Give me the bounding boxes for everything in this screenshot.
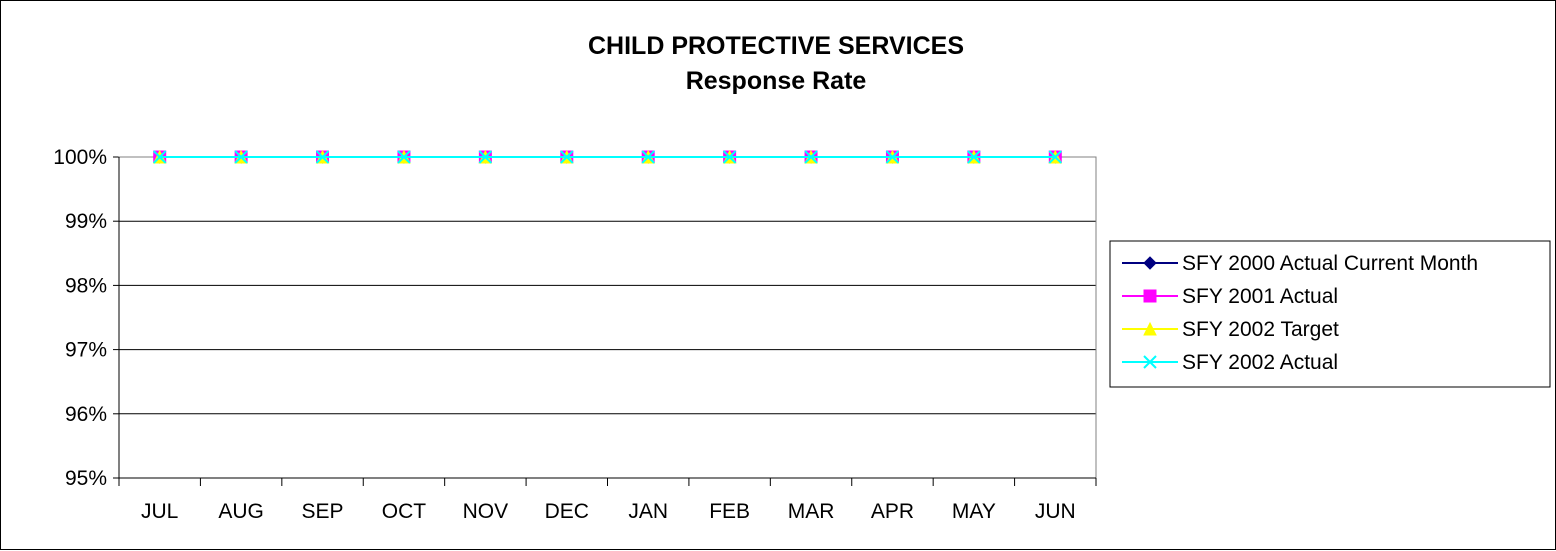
y-tick-label: 97% (65, 339, 107, 362)
x-tick-label: APR (871, 500, 914, 523)
x-tick-label: OCT (382, 500, 427, 523)
data-point-series-4-stroke (885, 150, 900, 164)
legend-marker (1143, 289, 1157, 303)
x-tick-label: SEP (302, 500, 344, 523)
data-point-series-4-stroke (1048, 150, 1062, 164)
legend-entry-label: SFY 2001 Actual (1182, 285, 1338, 308)
plot-area: 100% 99% 98% 97% 96% 95% JUL AUG SEP OCT NOV DEC JAN… (53, 146, 1097, 523)
data-point-series-4 (153, 150, 167, 164)
data-point-series-4-stroke (153, 150, 167, 164)
data-point-series-4 (804, 150, 818, 164)
data-point-series-4 (641, 150, 655, 164)
chart-subtitle: Response Rate (686, 67, 867, 95)
x-tick-label: FEB (709, 500, 750, 523)
legend: SFY 2000 Actual Current Month SFY 2001 Ac… (1109, 240, 1551, 388)
legend-marker (1143, 321, 1157, 336)
x-tick-label: JAN (628, 500, 668, 523)
legend-marker (1143, 256, 1157, 270)
data-point-series-4-stroke (315, 150, 330, 164)
data-point-series-4 (560, 150, 574, 164)
data-point-series-4 (397, 150, 411, 164)
data-point-series-4-stroke (397, 150, 411, 164)
x-tick-label: AUG (218, 500, 264, 523)
data-point-series-4 (234, 150, 248, 164)
x-tick-label: MAY (952, 500, 996, 523)
legend-box (1109, 240, 1551, 388)
data-point-series-4-stroke (967, 150, 981, 164)
data-point-series-4 (885, 150, 900, 164)
y-tick-label: 98% (65, 274, 107, 297)
legend-entry-label: SFY 2000 Actual Current Month (1182, 252, 1478, 275)
data-point-series-4 (315, 150, 330, 164)
data-point-series-4-stroke (804, 150, 818, 164)
data-point-series-4 (722, 150, 737, 164)
legend-marker (1143, 355, 1157, 369)
legend-entry-label: SFY 2002 Actual (1182, 351, 1338, 374)
legend-marker-stroke (1143, 355, 1157, 369)
x-tick-label: DEC (545, 500, 589, 523)
y-tick-label: 96% (65, 403, 107, 426)
data-point-series-4 (967, 150, 981, 164)
legend-entry-label: SFY 2002 Target (1182, 318, 1339, 341)
data-point-series-4 (1048, 150, 1062, 164)
data-point-series-4 (478, 150, 493, 164)
x-tick-label: NOV (463, 500, 509, 523)
data-point-series-4-stroke (478, 150, 493, 164)
y-tick-label: 100% (53, 146, 107, 169)
y-tick-label: 95% (65, 467, 107, 490)
y-tick-label: 99% (65, 210, 107, 233)
data-point-series-4-stroke (722, 150, 737, 164)
chart-title: CHILD PROTECTIVE SERVICES (588, 32, 964, 60)
x-tick-label: JUL (141, 500, 178, 523)
data-point-series-4-stroke (560, 150, 574, 164)
data-point-series-4-stroke (641, 150, 655, 164)
x-tick-label: JUN (1035, 500, 1076, 523)
x-tick-label: MAR (788, 500, 835, 523)
plot-border (118, 156, 1097, 479)
data-point-series-4-stroke (234, 150, 248, 164)
